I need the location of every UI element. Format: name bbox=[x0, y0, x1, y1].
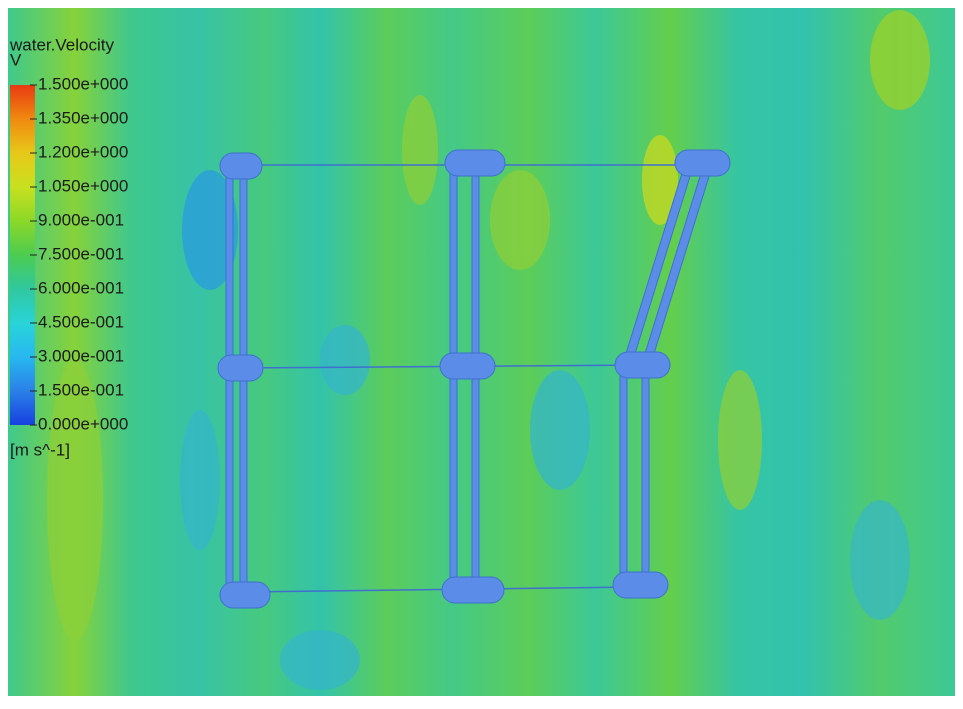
tick-label: 0.000e+000 bbox=[38, 414, 128, 433]
tick-label: 4.500e-001 bbox=[38, 312, 124, 331]
legend-unit: [m s^-1] bbox=[10, 440, 70, 459]
legend-variable: V bbox=[10, 50, 22, 69]
legend-title: water.Velocity bbox=[9, 35, 114, 54]
tick-label: 1.500e+000 bbox=[38, 74, 128, 93]
tick-label: 1.050e+000 bbox=[38, 176, 128, 195]
tick-label: 7.500e-001 bbox=[38, 244, 124, 263]
tick-label: 6.000e-001 bbox=[38, 278, 124, 297]
tick-label: 1.200e+000 bbox=[38, 142, 128, 161]
contour-view: water.Velocity V [m s^-1] 1.500e+000 1.35… bbox=[0, 0, 963, 704]
tick-label: 3.000e-001 bbox=[38, 346, 124, 365]
tick-label: 1.500e-001 bbox=[38, 380, 124, 399]
tick-label: 1.350e+000 bbox=[38, 108, 128, 127]
tick-label: 9.000e-001 bbox=[38, 210, 124, 229]
